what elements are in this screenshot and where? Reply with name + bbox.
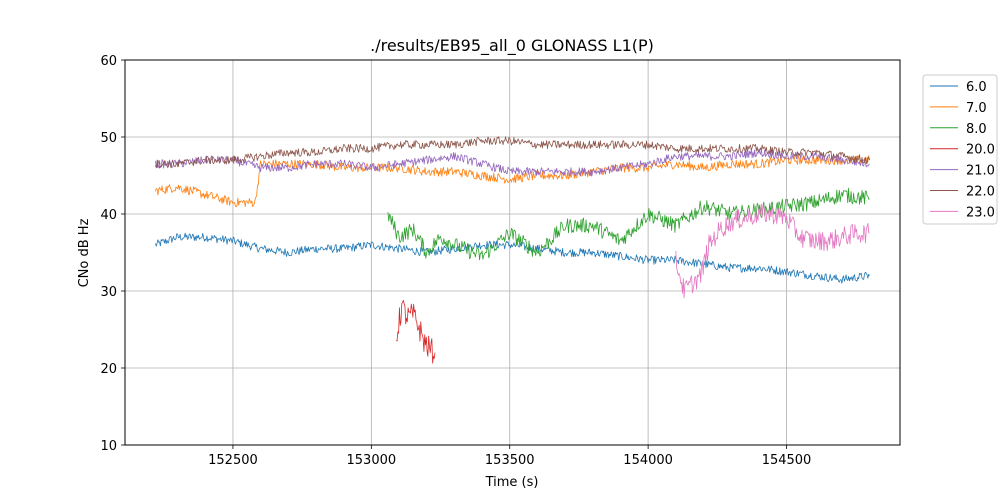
- series-line-22-0: [155, 136, 870, 169]
- legend-label: 20.0: [966, 143, 995, 158]
- series-line-8-0: [387, 187, 870, 261]
- plot-frame: [124, 59, 901, 446]
- series-line-20-0: [395, 300, 436, 364]
- series-line-7-0: [155, 155, 870, 208]
- chart-title: ./results/EB95_all_0 GLONASS L1(P): [370, 36, 654, 56]
- legend-label: 21.0: [966, 164, 995, 179]
- x-tick-label: 153500: [485, 453, 535, 468]
- x-tick-label: 152500: [208, 453, 258, 468]
- legend-label: 7.0: [966, 101, 987, 116]
- series-line-23-0: [675, 203, 870, 299]
- y-tick-label: 60: [100, 54, 117, 69]
- x-tick-label: 154500: [762, 453, 812, 468]
- x-axis-label: Time (s): [485, 475, 539, 490]
- legend-label: 8.0: [966, 122, 987, 137]
- y-axis-label: CNo dB Hz: [77, 218, 92, 287]
- legend-label: 6.0: [966, 80, 987, 95]
- series-line-6-0: [155, 232, 870, 284]
- legend-box: [922, 74, 998, 225]
- y-tick-label: 50: [100, 131, 117, 146]
- legend-label: 23.0: [966, 205, 995, 220]
- x-tick-label: 153000: [347, 453, 397, 468]
- series-group: [155, 136, 870, 364]
- y-axis: 10 20 30 40 50 60: [100, 54, 125, 454]
- y-tick-label: 10: [100, 439, 117, 454]
- x-axis: 152500 153000 153500 154000 154500: [208, 445, 811, 468]
- y-tick-label: 30: [100, 285, 117, 300]
- legend-label: 22.0: [966, 185, 995, 200]
- series-line-21-0: [155, 148, 870, 177]
- y-tick-label: 40: [100, 208, 117, 223]
- y-tick-label: 20: [100, 362, 117, 377]
- x-tick-label: 154000: [623, 453, 673, 468]
- legend: 6.0 7.0 8.0 20.0 21.0 22.0 23.0: [922, 74, 998, 225]
